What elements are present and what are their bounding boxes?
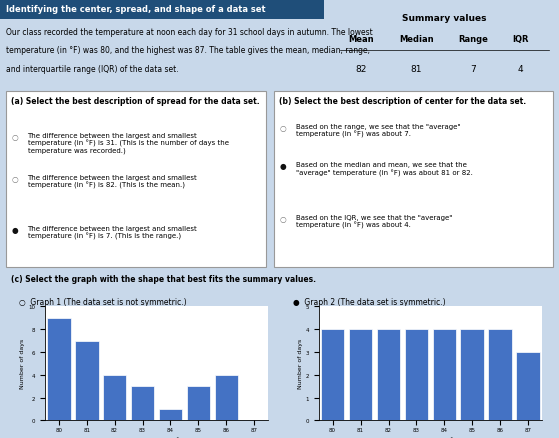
Text: ○  Graph 1 (The data set is not symmetric.): ○ Graph 1 (The data set is not symmetric… — [20, 298, 187, 307]
Bar — [131, 386, 154, 420]
Text: temperature (in °F) was 80, and the highest was 87. The table gives the mean, me: temperature (in °F) was 80, and the high… — [6, 46, 369, 55]
Bar — [321, 329, 344, 420]
Text: (a) Select the best description of spread for the data set.: (a) Select the best description of sprea… — [11, 97, 260, 106]
Text: Median: Median — [399, 35, 433, 44]
Bar — [6, 92, 266, 267]
Text: Range: Range — [458, 35, 487, 44]
Bar — [405, 329, 428, 420]
Text: (b) Select the best description of center for the data set.: (b) Select the best description of cente… — [280, 97, 527, 106]
Text: ○: ○ — [11, 174, 18, 184]
Y-axis label: Number of days: Number of days — [20, 339, 25, 389]
Bar — [433, 329, 456, 420]
Bar — [187, 386, 210, 420]
Bar — [215, 375, 238, 420]
Bar — [0, 0, 324, 20]
Text: Based on the range, we see that the "average"
temperature (in °F) was about 7.: Based on the range, we see that the "ave… — [296, 124, 461, 138]
Text: The difference between the largest and smallest
temperature (in °F) is 82. (This: The difference between the largest and s… — [27, 174, 197, 189]
Text: Identifying the center, spread, and shape of a data set: Identifying the center, spread, and shap… — [6, 5, 265, 14]
Text: ●  Graph 2 (The data set is symmetric.): ● Graph 2 (The data set is symmetric.) — [293, 298, 446, 307]
Text: The difference between the largest and smallest
temperature (in °F) is 31. (This: The difference between the largest and s… — [27, 132, 229, 154]
Bar — [349, 329, 372, 420]
Text: and interquartile range (IQR) of the data set.: and interquartile range (IQR) of the dat… — [6, 65, 178, 74]
Text: ●: ● — [280, 162, 286, 171]
Text: The difference between the largest and smallest
temperature (in °F) is 7. (This : The difference between the largest and s… — [27, 225, 197, 240]
Bar — [159, 409, 182, 420]
Text: 4: 4 — [518, 65, 524, 74]
Text: ○: ○ — [11, 132, 18, 141]
Text: Summary values: Summary values — [402, 14, 487, 23]
Text: Mean: Mean — [349, 35, 375, 44]
Bar — [103, 375, 126, 420]
Y-axis label: Number of days: Number of days — [297, 339, 302, 389]
Bar — [47, 318, 70, 420]
Text: Our class recorded the temperature at noon each day for 31 school days in autumn: Our class recorded the temperature at no… — [6, 28, 372, 37]
Bar — [274, 92, 553, 267]
Bar — [75, 341, 98, 420]
X-axis label: Temperature (°F): Temperature (°F) — [401, 437, 460, 438]
Text: IQR: IQR — [513, 35, 529, 44]
Text: ○: ○ — [280, 215, 286, 224]
Bar — [489, 329, 512, 420]
Text: ○: ○ — [280, 124, 286, 133]
Text: ●: ● — [11, 225, 18, 234]
Text: 81: 81 — [410, 65, 422, 74]
X-axis label: Temperature (°F): Temperature (°F) — [127, 437, 186, 438]
Bar — [517, 352, 540, 420]
Text: Based on the median and mean, we see that the
"average" temperature (in °F) was : Based on the median and mean, we see tha… — [296, 162, 473, 177]
Text: 82: 82 — [356, 65, 367, 74]
Bar — [377, 329, 400, 420]
Text: (c) Select the graph with the shape that best fits the summary values.: (c) Select the graph with the shape that… — [11, 275, 316, 283]
Bar — [461, 329, 484, 420]
Text: 7: 7 — [470, 65, 476, 74]
Text: Based on the IQR, we see that the "average"
temperature (in °F) was about 4.: Based on the IQR, we see that the "avera… — [296, 215, 452, 229]
